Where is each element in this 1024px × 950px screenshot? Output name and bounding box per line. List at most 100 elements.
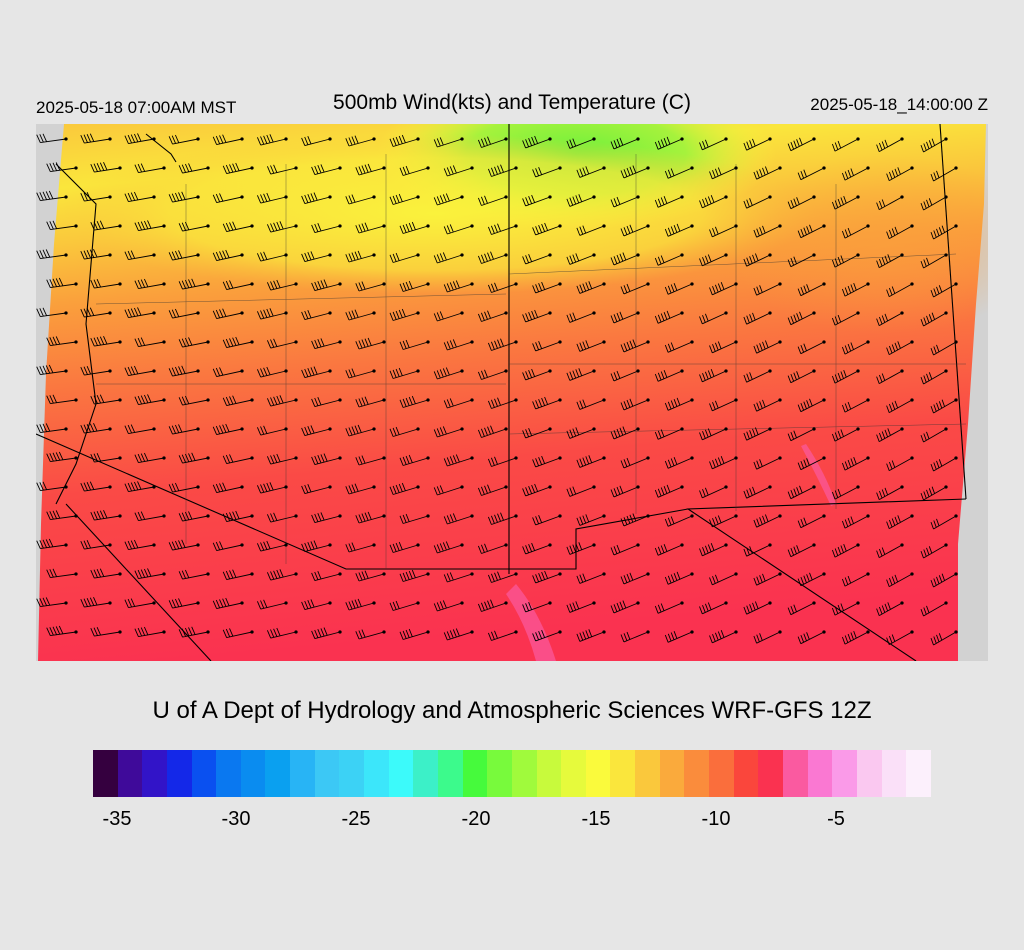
wind-barb-station (514, 630, 518, 634)
wind-barb-station (426, 514, 430, 518)
wind-barb (576, 340, 605, 352)
wind-barb-station (294, 282, 298, 286)
wind-barb (256, 134, 287, 146)
wind-barb-station (558, 398, 562, 402)
wind-barb (930, 225, 957, 240)
wind-barb (610, 600, 639, 614)
wind-barb-station (338, 514, 342, 518)
wind-barb-station (162, 282, 166, 286)
wind-barb-station (866, 398, 870, 402)
wind-barb-station (504, 601, 508, 605)
wind-barb (610, 370, 639, 382)
legend-swatch (462, 750, 488, 797)
wind-barb (743, 486, 771, 499)
wind-barb (753, 166, 781, 180)
wind-barb (841, 456, 869, 471)
wind-barb-station (812, 253, 816, 257)
wind-barb-station (196, 137, 200, 141)
wind-barb-station (514, 572, 518, 576)
wind-barb-station (954, 630, 958, 634)
wind-barb (46, 162, 77, 173)
wind-barb (212, 134, 243, 146)
wind-barb-station (812, 427, 816, 431)
wind-barb-station (900, 543, 904, 547)
wind-barb-station (514, 514, 518, 518)
wind-barb (886, 515, 913, 529)
wind-barb-station (910, 456, 914, 460)
wind-barb-station (162, 166, 166, 170)
wind-barb-station (734, 456, 738, 460)
wind-barb-station (724, 485, 728, 489)
wind-barb-station (812, 369, 816, 373)
wind-barb-station (416, 369, 420, 373)
wind-barb (876, 312, 903, 326)
wind-barb (90, 220, 121, 231)
wind-barb (841, 515, 869, 529)
wind-barb (90, 627, 121, 637)
wind-barb (654, 544, 683, 556)
wind-barb (301, 425, 331, 437)
wind-barb-station (724, 427, 728, 431)
wind-barb-station (768, 543, 772, 547)
wind-barb (620, 283, 649, 295)
wind-barb (355, 570, 385, 582)
wind-barb (699, 428, 727, 441)
wind-barb-station (954, 572, 958, 576)
wind-barb-station (460, 369, 464, 373)
legend-swatch (93, 750, 118, 797)
wind-barb (876, 138, 903, 152)
wind-barb-station (592, 137, 596, 141)
wind-barb-station (108, 137, 112, 141)
wind-barb (345, 424, 375, 437)
wind-barb-station (64, 195, 68, 199)
wind-barb (930, 515, 957, 530)
wind-barb (753, 631, 781, 644)
wind-barb-station (426, 630, 430, 634)
wind-barb (522, 602, 551, 613)
wind-barb (566, 368, 595, 381)
wind-barb-station (768, 195, 772, 199)
wind-barb-station (900, 485, 904, 489)
wind-barb (797, 398, 825, 413)
wind-barb-station (74, 456, 78, 460)
wind-barb-station (944, 137, 948, 141)
wind-barb (90, 453, 121, 463)
legend-swatch (191, 750, 217, 797)
wind-barb-station (856, 137, 860, 141)
wind-barb (124, 250, 155, 261)
wind-barb (566, 138, 595, 149)
wind-barb-station (426, 340, 430, 344)
wind-barb (36, 364, 67, 376)
wind-barb-station (196, 253, 200, 257)
wind-barb (80, 133, 111, 144)
wind-barb (178, 221, 209, 232)
wind-barb (841, 630, 869, 645)
wind-barb (178, 337, 209, 348)
wind-barb-station (768, 601, 772, 605)
legend-tick-label: -30 (221, 808, 251, 830)
wind-barb (168, 424, 199, 435)
wind-barb (876, 428, 903, 442)
wind-barb (654, 196, 683, 208)
wind-barb (168, 250, 199, 261)
wind-barb-station (592, 427, 596, 431)
wind-barb-station (822, 572, 826, 576)
wind-barb (222, 221, 253, 233)
wind-barb-station (426, 166, 430, 170)
wind-barb-station (118, 514, 122, 518)
wind-barb-station (812, 195, 816, 199)
wind-barb (920, 486, 947, 501)
wind-barb-station (768, 311, 772, 315)
wind-barb-station (592, 543, 596, 547)
wind-barb-station (206, 224, 210, 228)
wind-barb-station (514, 282, 518, 286)
wind-barb (311, 512, 341, 524)
legend-swatch (388, 750, 414, 797)
wind-barb-station (294, 166, 298, 170)
wind-barb-station (856, 485, 860, 489)
wind-barb-station (944, 369, 948, 373)
wind-barb-station (162, 514, 166, 518)
wind-barb (433, 541, 463, 554)
wind-barb-station (250, 572, 254, 576)
wind-barb-station (514, 398, 518, 402)
